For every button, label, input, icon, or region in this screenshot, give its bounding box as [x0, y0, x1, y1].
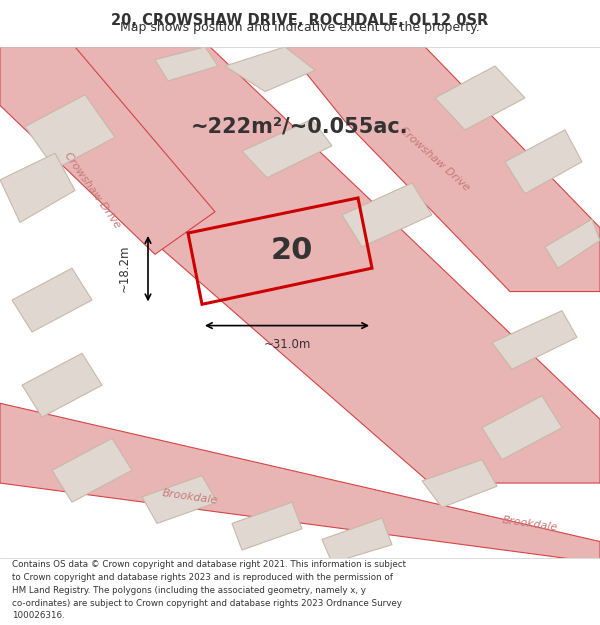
Polygon shape: [422, 459, 497, 508]
Text: Contains OS data © Crown copyright and database right 2021. This information is : Contains OS data © Crown copyright and d…: [12, 560, 406, 569]
Text: HM Land Registry. The polygons (including the associated geometry, namely x, y: HM Land Registry. The polygons (includin…: [12, 586, 366, 595]
Polygon shape: [0, 153, 75, 222]
Text: Map shows position and indicative extent of the property.: Map shows position and indicative extent…: [120, 21, 480, 34]
Polygon shape: [342, 183, 432, 247]
Polygon shape: [322, 518, 392, 563]
Polygon shape: [545, 219, 600, 268]
Polygon shape: [225, 47, 315, 91]
Text: 20, CROWSHAW DRIVE, ROCHDALE, OL12 0SR: 20, CROWSHAW DRIVE, ROCHDALE, OL12 0SR: [112, 13, 488, 28]
Polygon shape: [142, 476, 217, 524]
Polygon shape: [52, 438, 132, 502]
Polygon shape: [0, 47, 215, 254]
Text: ~18.2m: ~18.2m: [118, 245, 131, 292]
Polygon shape: [505, 130, 582, 194]
Text: Brookdale: Brookdale: [161, 488, 218, 506]
Text: ~31.0m: ~31.0m: [263, 338, 311, 351]
Text: to Crown copyright and database rights 2023 and is reproduced with the permissio: to Crown copyright and database rights 2…: [12, 573, 393, 582]
Polygon shape: [435, 66, 525, 130]
Polygon shape: [232, 502, 302, 550]
Text: Crowshaw Drive: Crowshaw Drive: [62, 151, 122, 231]
Text: Brookdale: Brookdale: [502, 514, 559, 532]
Polygon shape: [40, 47, 600, 483]
Polygon shape: [0, 403, 600, 563]
Text: 20: 20: [271, 236, 313, 266]
Text: 100026316.: 100026316.: [12, 611, 65, 621]
Text: ~222m²/~0.055ac.: ~222m²/~0.055ac.: [191, 117, 409, 137]
Polygon shape: [25, 95, 115, 169]
Polygon shape: [12, 268, 92, 332]
Polygon shape: [242, 119, 332, 178]
Polygon shape: [155, 47, 218, 81]
Polygon shape: [492, 311, 577, 369]
Text: co-ordinates) are subject to Crown copyright and database rights 2023 Ordnance S: co-ordinates) are subject to Crown copyr…: [12, 599, 402, 608]
Polygon shape: [22, 353, 102, 417]
Polygon shape: [285, 47, 600, 291]
Text: Crowshaw Drive: Crowshaw Drive: [398, 124, 472, 192]
Polygon shape: [482, 396, 562, 459]
